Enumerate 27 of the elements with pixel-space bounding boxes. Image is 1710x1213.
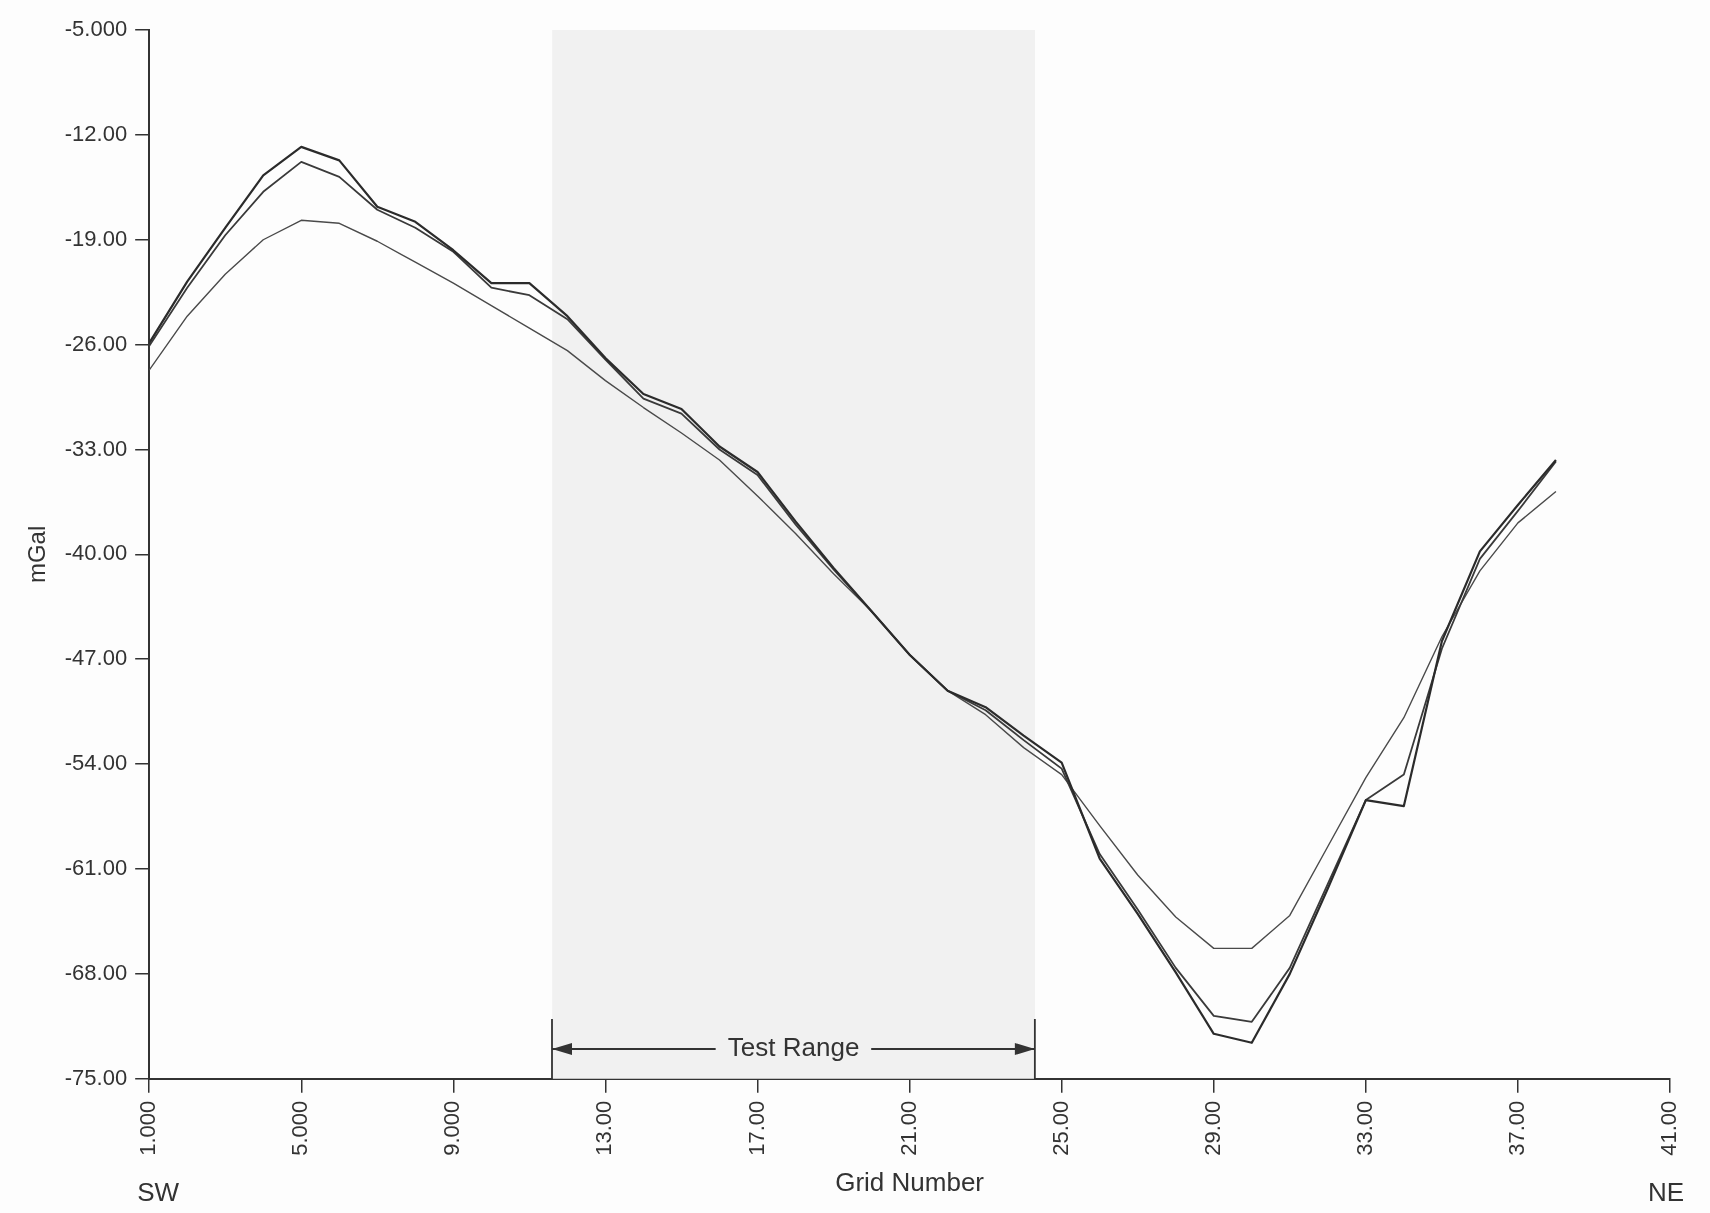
text: SW [137,1177,180,1208]
y-axis-title: mGal [23,525,51,584]
x-tick-label: 37.00 [1503,1100,1529,1156]
y-tick-label: -26.00 [64,330,128,356]
x-tick-label: 29.00 [1199,1100,1225,1156]
x-tick-label: 41.00 [1656,1100,1682,1156]
x-tick-label: 1.000 [135,1100,161,1156]
y-tick-label: -68.00 [64,959,128,985]
y-tick-label: -12.00 [64,120,128,146]
x-tick-label: 5.000 [287,1100,313,1156]
y-tick-label: -33.00 [64,435,128,461]
y-tick-label: -5.000 [64,16,128,42]
x-tick-label: 21.00 [895,1100,921,1156]
y-tick-label: -75.00 [64,1064,128,1090]
y-tick-label: -19.00 [64,225,128,251]
x-tick-label: 9.000 [439,1100,465,1156]
y-tick-label: -40.00 [64,540,128,566]
y-tick-label: -47.00 [64,645,128,671]
x-tick-label: 25.00 [1047,1100,1073,1156]
x-tick-label: 33.00 [1351,1100,1377,1156]
text: NE [1647,1177,1684,1208]
y-tick-label: -54.00 [64,750,128,776]
x-tick-label: 13.00 [591,1100,617,1156]
y-tick-label: -61.00 [64,855,128,881]
x-tick-label: 17.00 [743,1100,769,1156]
x-axis-title: Grid Number [835,1166,985,1197]
band-label: Test Range [727,1031,860,1062]
